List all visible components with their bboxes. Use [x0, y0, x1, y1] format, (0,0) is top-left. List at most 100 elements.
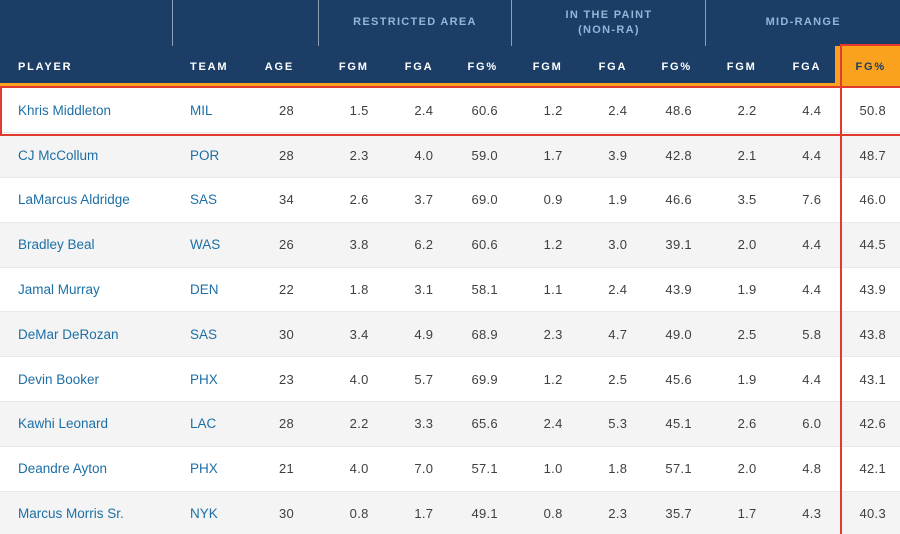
stat-cell: 49.0: [641, 311, 706, 358]
stat-cell: 60.6: [447, 222, 512, 268]
group-header-mid-range: MID-RANGE: [705, 0, 900, 46]
stat-cell: 68.9: [447, 311, 512, 358]
age-cell: 21: [248, 446, 318, 492]
team-link[interactable]: MIL: [172, 88, 248, 134]
group-header-blank-0: [0, 0, 172, 46]
sorted-fg-pct-cell: 42.6: [835, 401, 900, 447]
sorted-fg-pct-cell: 43.8: [835, 311, 900, 358]
stat-cell: 49.1: [447, 491, 512, 534]
stat-cell: 2.6: [705, 401, 771, 447]
stat-cell: 1.7: [382, 491, 448, 534]
stat-cell: 3.9: [576, 132, 642, 179]
team-link[interactable]: POR: [172, 132, 248, 179]
stat-cell: 4.0: [318, 446, 383, 492]
column-header-fga-7[interactable]: FGA: [576, 46, 642, 88]
player-link[interactable]: Bradley Beal: [0, 222, 172, 268]
stat-cell: 42.8: [641, 132, 706, 179]
stat-cell: 2.5: [576, 356, 642, 403]
stat-cell: 3.7: [382, 177, 448, 223]
stat-cell: 2.4: [576, 267, 642, 313]
age-cell: 28: [248, 401, 318, 447]
team-link[interactable]: SAS: [172, 311, 248, 358]
stat-cell: 5.7: [382, 356, 448, 403]
player-link[interactable]: LaMarcus Aldridge: [0, 177, 172, 223]
stat-cell: 45.6: [641, 356, 706, 403]
column-header-fga-10[interactable]: FGA: [770, 46, 836, 88]
stat-cell: 4.4: [770, 132, 836, 179]
team-link[interactable]: PHX: [172, 446, 248, 492]
stat-cell: 4.4: [770, 88, 836, 134]
stat-cell: 4.9: [382, 311, 448, 358]
column-header-fgm-9[interactable]: FGM: [705, 46, 771, 88]
stat-cell: 4.4: [770, 356, 836, 403]
table-row: DeMar DeRozan SAS 30 3.4 4.9 68.9 2.3 4.7 49.0 2.…: [0, 311, 900, 358]
column-header-player-0[interactable]: PLAYER: [0, 46, 172, 88]
column-header-age-2[interactable]: AGE: [248, 46, 318, 88]
stat-cell: 2.1: [705, 132, 771, 179]
player-link[interactable]: Devin Booker: [0, 356, 172, 403]
table-header: RESTRICTED AREA IN THE PAINT (NON-RA) MID-…: [0, 0, 900, 88]
stat-cell: 3.3: [382, 401, 448, 447]
age-cell: 28: [248, 132, 318, 179]
stat-cell: 2.5: [705, 311, 771, 358]
stat-cell: 35.7: [641, 491, 706, 534]
stat-cell: 1.2: [511, 88, 577, 134]
stat-cell: 1.1: [511, 267, 577, 313]
age-cell: 28: [248, 88, 318, 134]
stat-cell: 2.2: [318, 401, 383, 447]
stat-cell: 2.0: [705, 222, 771, 268]
column-header-fgm-6[interactable]: FGM: [511, 46, 577, 88]
player-link[interactable]: DeMar DeRozan: [0, 311, 172, 358]
stat-cell: 69.9: [447, 356, 512, 403]
sorted-fg-pct-cell: 44.5: [835, 222, 900, 268]
column-header-fga-4[interactable]: FGA: [382, 46, 448, 88]
stat-cell: 5.3: [576, 401, 642, 447]
group-header-in-the-paint-non-ra: IN THE PAINT (NON-RA): [511, 0, 706, 46]
team-link[interactable]: WAS: [172, 222, 248, 268]
player-link[interactable]: Deandre Ayton: [0, 446, 172, 492]
stat-cell: 6.0: [770, 401, 836, 447]
stat-cell: 3.8: [318, 222, 383, 268]
team-link[interactable]: SAS: [172, 177, 248, 223]
stat-cell: 4.4: [770, 222, 836, 268]
stat-cell: 46.6: [641, 177, 706, 223]
stat-cell: 4.8: [770, 446, 836, 492]
age-cell: 30: [248, 491, 318, 534]
stat-cell: 0.9: [511, 177, 577, 223]
stat-cell: 1.9: [705, 356, 771, 403]
sorted-fg-pct-cell: 43.9: [835, 267, 900, 313]
column-header-fg-11[interactable]: FG%: [835, 46, 900, 88]
player-link[interactable]: Kawhi Leonard: [0, 401, 172, 447]
stat-cell: 2.4: [511, 401, 577, 447]
column-header-fgm-3[interactable]: FGM: [318, 46, 383, 88]
age-cell: 22: [248, 267, 318, 313]
stat-cell: 0.8: [318, 491, 383, 534]
column-header-team-1[interactable]: TEAM: [172, 46, 248, 88]
table-row: Khris Middleton MIL 28 1.5 2.4 60.6 1.2 2.4 48.6…: [0, 88, 900, 134]
player-link[interactable]: CJ McCollum: [0, 132, 172, 179]
team-link[interactable]: LAC: [172, 401, 248, 447]
stat-cell: 2.3: [511, 311, 577, 358]
stat-cell: 57.1: [447, 446, 512, 492]
stat-cell: 3.4: [318, 311, 383, 358]
stat-cell: 1.8: [318, 267, 383, 313]
team-link[interactable]: NYK: [172, 491, 248, 534]
stat-cell: 2.4: [382, 88, 448, 134]
player-link[interactable]: Jamal Murray: [0, 267, 172, 313]
stat-cell: 4.7: [576, 311, 642, 358]
table-row: LaMarcus Aldridge SAS 34 2.6 3.7 69.0 0.9 1.9 46…: [0, 177, 900, 223]
column-header-fg-5[interactable]: FG%: [447, 46, 512, 88]
stat-cell: 60.6: [447, 88, 512, 134]
stat-cell: 6.2: [382, 222, 448, 268]
column-header-fg-8[interactable]: FG%: [641, 46, 706, 88]
team-link[interactable]: DEN: [172, 267, 248, 313]
age-cell: 30: [248, 311, 318, 358]
team-link[interactable]: PHX: [172, 356, 248, 403]
sorted-fg-pct-cell: 40.3: [835, 491, 900, 534]
stat-cell: 1.2: [511, 222, 577, 268]
group-header-blank-1: [171, 0, 318, 46]
player-link[interactable]: Khris Middleton: [0, 88, 172, 134]
player-link[interactable]: Marcus Morris Sr.: [0, 491, 172, 534]
sorted-fg-pct-cell: 43.1: [835, 356, 900, 403]
